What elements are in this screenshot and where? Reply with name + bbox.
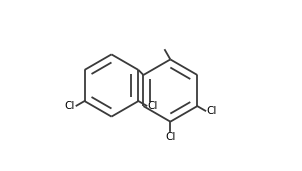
Text: Cl: Cl [65,101,75,111]
Text: Cl: Cl [148,101,158,111]
Text: Cl: Cl [165,132,175,142]
Text: Cl: Cl [207,106,217,116]
